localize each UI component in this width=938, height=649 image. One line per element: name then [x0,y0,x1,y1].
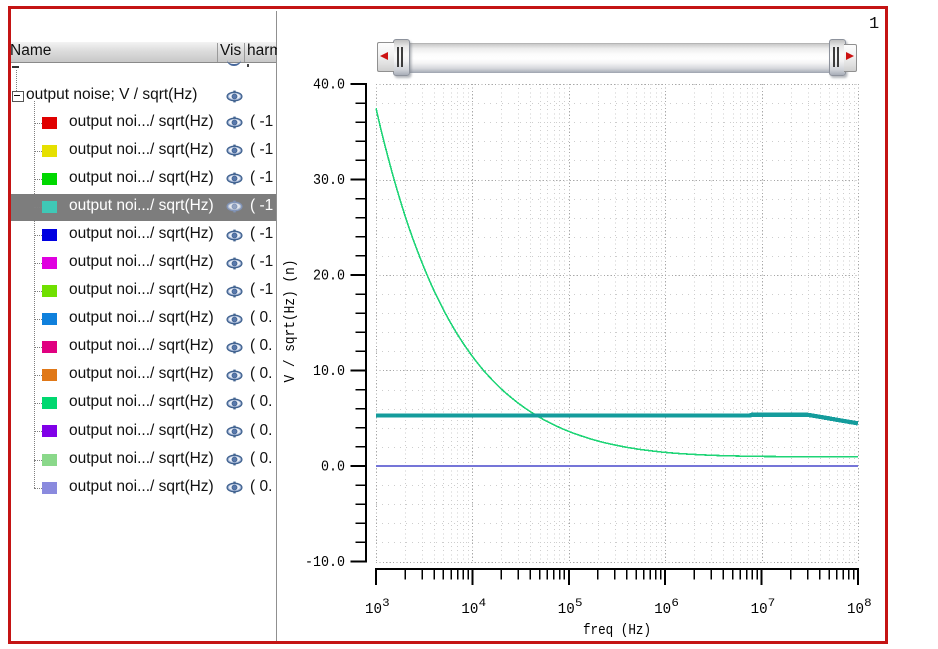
svg-text:8: 8 [864,598,872,610]
svg-text:20.0: 20.0 [313,268,345,285]
svg-text:-10.0: -10.0 [305,554,345,571]
svg-text:10: 10 [847,601,864,618]
svg-text:10.0: 10.0 [313,363,345,380]
svg-text:40.0: 40.0 [313,77,345,94]
svg-text:10: 10 [654,601,671,618]
svg-text:5: 5 [575,598,583,610]
svg-text:7: 7 [768,598,776,610]
svg-text:10: 10 [365,601,382,618]
svg-text:3: 3 [382,598,390,610]
svg-text:30.0: 30.0 [313,172,345,189]
svg-text:10: 10 [751,601,768,618]
svg-text:freq (Hz): freq (Hz) [583,622,651,639]
svg-text:6: 6 [671,598,679,610]
svg-text:10: 10 [558,601,575,618]
svg-text:4: 4 [479,598,487,610]
svg-text:10: 10 [461,601,478,618]
svg-text:V / sqrt(Hz) (n): V / sqrt(Hz) (n) [282,260,299,383]
svg-text:0.0: 0.0 [321,459,345,476]
